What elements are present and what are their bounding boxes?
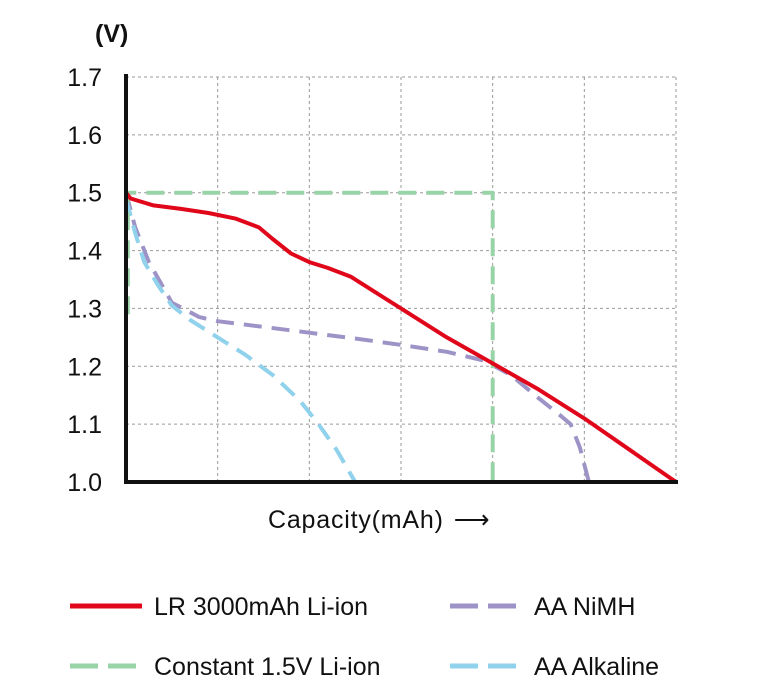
legend-label-aa-alkaline: AA Alkaline [534,653,659,681]
grid-lines [126,76,677,482]
y-tick-label: 1.5 [67,180,102,208]
legend-label-aa-nimh: AA NiMH [534,593,635,621]
y-tick-label: 1.1 [67,411,102,439]
y-tick-label: 1.7 [67,64,102,92]
y-tick-label: 1.2 [67,353,102,381]
axes [124,74,678,484]
y-tick-label: 1.3 [67,295,102,323]
x-axis-arrow: ⟶ [454,506,491,534]
legend-label-constant-1-5v-li-ion: Constant 1.5V Li-ion [154,653,381,681]
x-axis-title: Capacity(mAh) ⟶ [268,506,490,534]
legend-label-lr-3000mah-li-ion: LR 3000mAh Li-ion [154,593,368,621]
y-tick-labels: 1.7 1.6 1.5 1.4 1.3 1.2 1.1 1.0 [67,64,102,497]
legend: LR 3000mAh Li-ion AA NiMH Constant 1.5V Li… [70,593,659,681]
series-line-aa-alkaline [124,197,357,484]
y-tick-label: 1.4 [67,238,102,266]
y-tick-label: 1.0 [67,469,102,497]
series-line-aa-nimh [124,192,591,483]
series-line-lr-3000mah-li-ion [124,191,678,484]
x-axis-title-text: Capacity(mAh) [268,506,444,534]
series-line-constant-1-5v-li-ion [125,190,495,482]
y-axis-unit-label: (V) [95,20,128,48]
y-tick-label: 1.6 [67,122,102,150]
